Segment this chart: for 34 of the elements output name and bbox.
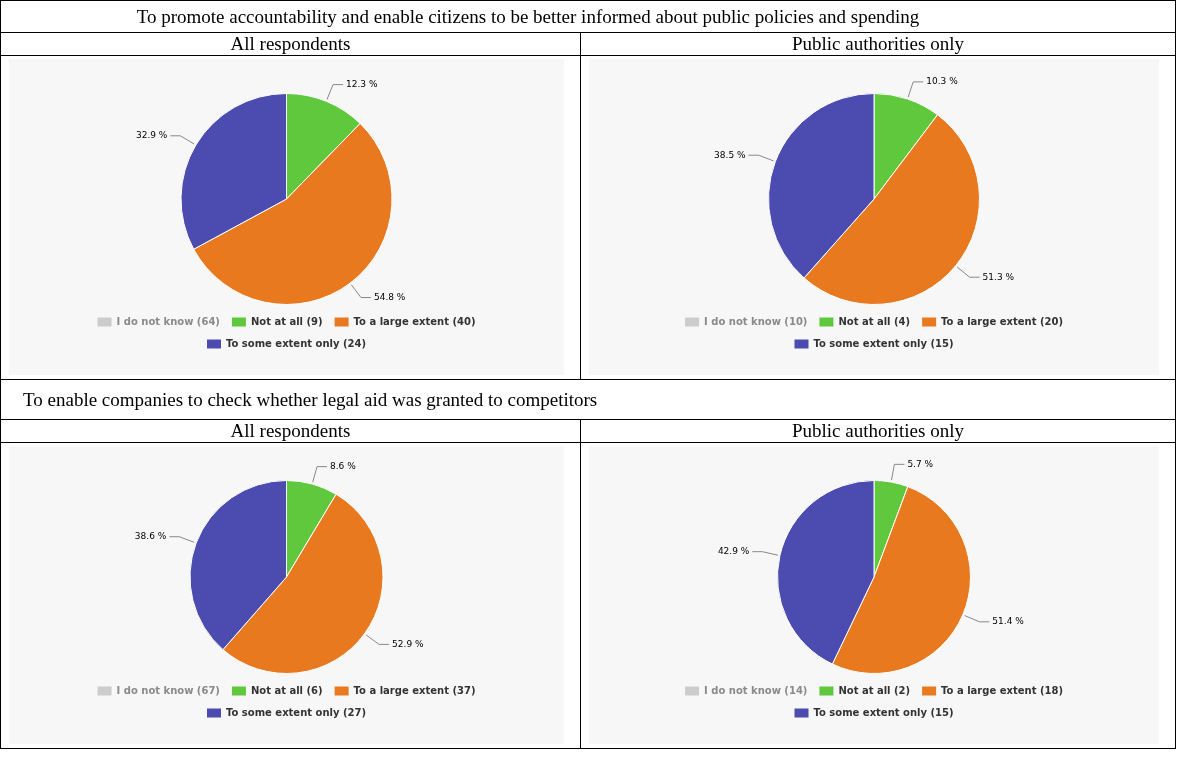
legend-label: Not at all (6) <box>250 684 323 696</box>
data-label: 10.3 % <box>926 76 959 87</box>
data-label: 42.9 % <box>717 546 750 557</box>
data-label: 5.7 % <box>907 458 934 469</box>
chart-subtitle: Public authorities only <box>580 32 1176 56</box>
legend-label: Not at all (4) <box>838 315 911 327</box>
legend-label: I do not know (64) <box>116 315 220 327</box>
data-label: 52.9 % <box>392 638 424 649</box>
chart-title: To enable companies to check whether legal aid was granted to competitors <box>0 379 1176 420</box>
legend-label: I do not know (10) <box>703 315 808 327</box>
legend-label: Not at all (2) <box>838 684 911 696</box>
data-label: 54.8 % <box>373 291 406 302</box>
legend-label: I do not know (14) <box>703 684 808 696</box>
data-label: 51.4 % <box>992 616 1025 627</box>
chart-subtitle: All respondents <box>0 419 581 443</box>
data-label: 38.6 % <box>134 531 167 542</box>
data-label: 12.3 % <box>346 78 378 89</box>
data-label: 8.6 % <box>330 460 357 471</box>
legend-label: To a large extent (37) <box>353 684 476 696</box>
legend-label: To some extent only (15) <box>813 337 954 349</box>
data-label: 51.3 % <box>982 271 1015 282</box>
legend-label: To a large extent (40) <box>353 315 476 327</box>
text: To promote accountability and enable citizens to be better informed about public policies and spending <box>0 0 1176 33</box>
legend-label: Not at all (9) <box>250 315 323 327</box>
legend-label: To a large extent (20) <box>941 315 1063 327</box>
legend-label: To some extent only (15) <box>813 706 954 718</box>
chart-subtitle: Public authorities only <box>580 419 1176 443</box>
legend-label: To some extent only (27) <box>226 706 366 718</box>
legend-label: I do not know (67) <box>116 684 220 696</box>
legend-label: To some extent only (24) <box>226 337 366 349</box>
legend-label: To a large extent (18) <box>941 684 1063 696</box>
data-label: 32.9 % <box>135 130 168 141</box>
data-label: 38.5 % <box>713 149 746 160</box>
chart-subtitle: All respondents <box>0 32 581 56</box>
